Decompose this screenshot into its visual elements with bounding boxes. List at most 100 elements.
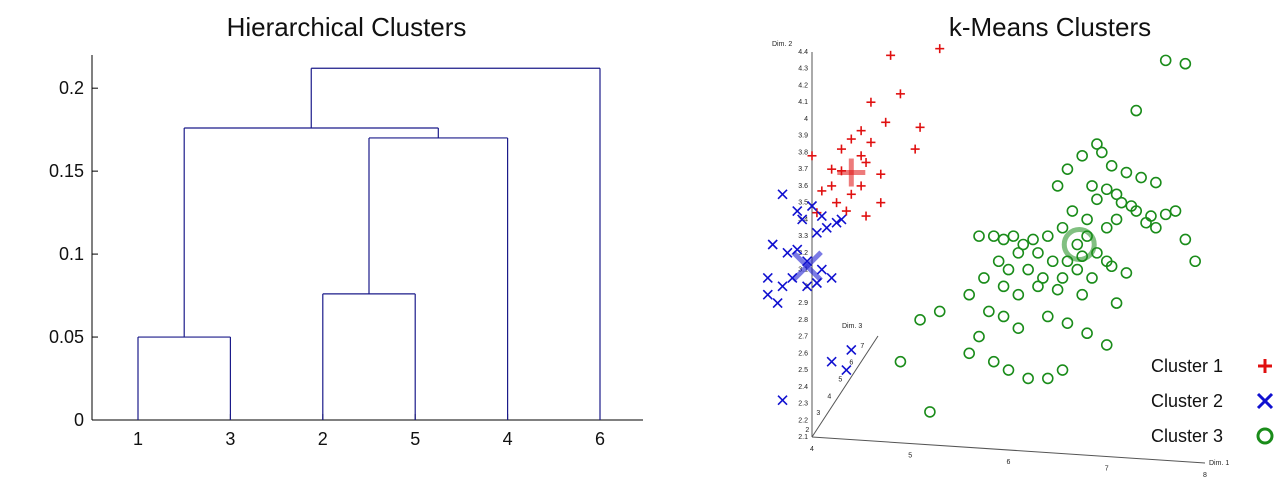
dim2-tick-label: 3.5 [798, 200, 808, 207]
cluster-3-point [997, 233, 1010, 246]
cluster-3-point [973, 230, 985, 242]
cluster-2-point [826, 272, 837, 284]
dim2-tick-label: 2.8 [798, 317, 808, 324]
dendrogram-plot: 0 0.05 0.1 0.15 0.2 1 3 2 5 4 6 [49, 55, 643, 449]
dim1-tick-label: 5 [908, 453, 912, 460]
cluster-3-point [1086, 180, 1098, 192]
cluster-2-point [841, 364, 852, 376]
cluster-2-point [762, 272, 773, 284]
dim2-tick-label: 2.3 [798, 401, 808, 408]
cluster-3-point [1022, 372, 1034, 385]
dim2-tick-label: 2.5 [798, 367, 808, 374]
legend-marker [1256, 392, 1274, 410]
cluster-3-point [1012, 322, 1025, 334]
dim2-tick-label: 2.6 [798, 350, 808, 357]
cluster-3-point [1120, 267, 1133, 279]
cluster-3-point [973, 330, 985, 343]
dim2-tick-label: 4 [804, 116, 808, 123]
kmeans-title: k-Means Clusters [948, 12, 1152, 42]
dendrogram-title: Hierarchical Clusters [226, 12, 467, 42]
cluster-3-point [1091, 193, 1103, 206]
cluster-3-point [963, 288, 975, 301]
cluster-2-point [762, 289, 773, 300]
cluster-3-point [1061, 163, 1074, 175]
cluster-3-point [983, 305, 995, 318]
y-tick-label: 0.1 [59, 244, 84, 264]
dim2-tick-label: 4.3 [798, 66, 808, 73]
dim1-tick-label: 4 [810, 446, 814, 453]
cluster-2-point [826, 356, 837, 367]
dim3-tick-label: 7 [860, 343, 864, 350]
dim2-tick-label: 2.7 [798, 334, 808, 341]
cluster-2-point [782, 247, 793, 258]
cluster-3-point [1012, 288, 1025, 301]
cluster-3-point [1071, 263, 1084, 276]
cluster-3-point [1081, 327, 1093, 340]
cluster-3-point [1150, 221, 1162, 234]
cluster-3-point [1076, 149, 1088, 162]
cluster-3-point [1081, 213, 1093, 226]
cluster-3-point [1032, 280, 1044, 293]
cluster-3-point [997, 280, 1010, 293]
dim2-tick-label: 3.8 [798, 149, 808, 156]
dim1-axis-label: Dim. 1 [1209, 460, 1229, 467]
dim2-tick-label: 3.2 [798, 250, 808, 257]
dim2-tick-label: 3.7 [798, 166, 808, 173]
dim2-tick-label: 4.1 [798, 99, 808, 106]
cluster-2-centroid [791, 250, 823, 283]
cluster-2-point [831, 217, 842, 228]
y-tick-label: 0 [74, 410, 84, 430]
dim2-tick-label: 2.9 [798, 300, 808, 307]
cluster-2-point [836, 214, 847, 225]
dim3-tick-label: 3 [816, 410, 820, 417]
cluster-3-point [1012, 247, 1025, 259]
cluster-3-point [1189, 255, 1201, 268]
cluster-3-centroid [1061, 227, 1097, 262]
cluster-3-point [1037, 272, 1049, 284]
cluster-3-point [1159, 54, 1172, 67]
y-tick-label: 0.2 [59, 78, 84, 98]
leaf-label: 5 [410, 429, 420, 449]
cluster-3-point [978, 272, 990, 284]
dim3-tick-label: 5 [838, 376, 842, 383]
cluster-2-point [772, 298, 783, 309]
legend-label: Cluster 2 [1151, 391, 1223, 411]
cluster-3-point [1051, 180, 1064, 192]
legend-label: Cluster 1 [1151, 356, 1223, 376]
kmeans-panel: k-Means Clusters 4 5 6 7 8 Dim. 1 2.1 2.2 2.3 2.4… [760, 0, 1287, 491]
leaf-label: 3 [225, 429, 235, 449]
cluster-2-point [821, 222, 832, 233]
cluster-3-point [1105, 160, 1118, 172]
cluster-2-point [797, 214, 808, 225]
cluster-3-point [1135, 171, 1147, 184]
cluster-3-point [1169, 205, 1182, 217]
dim1-tick-label: 7 [1105, 466, 1109, 473]
cluster-3-point [987, 230, 1000, 242]
legend-marker [1256, 427, 1274, 445]
cluster-3-point [1086, 272, 1098, 284]
cluster-3-point [1041, 372, 1054, 385]
cluster-3-point [1007, 230, 1020, 242]
cluster-3-point [1041, 310, 1054, 323]
cluster-3-point [1056, 364, 1069, 376]
dim1-axis-line [811, 436, 1206, 464]
dim2-tick-label: 2.4 [798, 384, 808, 391]
cluster-2-point [802, 281, 813, 292]
cluster-3-point [1096, 146, 1108, 159]
cluster-3-point [1110, 188, 1123, 201]
cluster-3-point [1027, 233, 1039, 246]
cluster-3-point [1056, 221, 1069, 234]
cluster-2-point [816, 210, 827, 222]
dendrogram-panel: Hierarchical Clusters 0 0.05 0.1 0.15 0.2 1 3 2… [49, 12, 643, 449]
leaf-label: 2 [318, 429, 328, 449]
cluster-3-point [1110, 213, 1123, 226]
cluster-2-point [767, 239, 778, 250]
dim1-tick-label: 6 [1007, 459, 1011, 466]
cluster-3-point [1066, 205, 1079, 217]
leaf-label: 1 [133, 429, 143, 449]
dim2-tick-label: 4.2 [798, 82, 808, 89]
cluster-3-point [914, 314, 926, 326]
cluster-3-point [1046, 255, 1059, 268]
cluster-2-point [846, 344, 857, 356]
cluster-3-point [992, 255, 1005, 268]
